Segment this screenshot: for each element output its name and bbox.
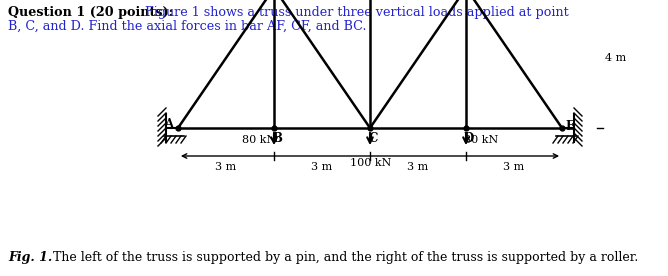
Text: D: D: [464, 131, 474, 145]
Text: Figure 1 shows a truss under three vertical loads applied at point: Figure 1 shows a truss under three verti…: [141, 6, 568, 19]
Text: B: B: [272, 131, 282, 145]
Text: 3 m: 3 m: [311, 162, 333, 172]
Text: 3 m: 3 m: [504, 162, 524, 172]
Text: 4 m: 4 m: [605, 53, 627, 63]
Text: 3 m: 3 m: [407, 162, 429, 172]
Text: 80 kN: 80 kN: [464, 135, 498, 145]
Text: Question 1 (20 points):: Question 1 (20 points):: [8, 6, 173, 19]
Text: Fig. 1.: Fig. 1.: [8, 251, 52, 264]
Text: C: C: [368, 131, 377, 145]
Text: E: E: [566, 120, 574, 132]
Text: A: A: [164, 118, 174, 131]
Text: The left of the truss is supported by a pin, and the right of the truss is suppo: The left of the truss is supported by a …: [53, 251, 638, 264]
Text: B, C, and D. Find the axial forces in bar AF, CF, and BC.: B, C, and D. Find the axial forces in ba…: [8, 20, 367, 33]
Text: 100 kN: 100 kN: [350, 158, 391, 168]
Text: 80 kN: 80 kN: [242, 135, 277, 145]
Text: 3 m: 3 m: [215, 162, 236, 172]
